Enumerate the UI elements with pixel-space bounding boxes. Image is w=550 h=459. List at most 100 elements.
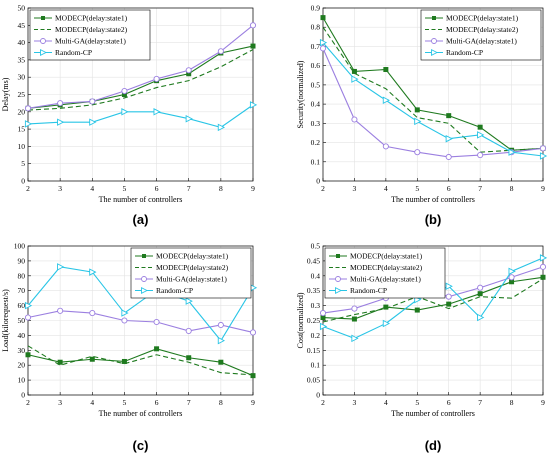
data-point bbox=[382, 143, 389, 150]
x-tick-label: 6 bbox=[155, 184, 159, 193]
data-point bbox=[539, 263, 547, 270]
data-point bbox=[446, 301, 452, 307]
x-tick-label: 3 bbox=[58, 184, 62, 193]
series-line-2 bbox=[322, 48, 544, 158]
y-tick-label: 35 bbox=[18, 55, 26, 64]
y-tick-label: 0.1 bbox=[311, 361, 321, 370]
chart-panel-c: 0 10 20 30 40 50 60 70 80 90 100 2 3 4 5 6 7 8 9 The number… bbox=[1, 242, 258, 453]
data-point bbox=[320, 315, 326, 321]
legend-label: MODECP(delay:state1) bbox=[350, 252, 423, 261]
chart-panel-d: 0 0.05 0.1 0.15 0.2 0.25 0.3 0.35 0.4 0.45 0.5 2 3 4 5… bbox=[296, 242, 548, 453]
data-point bbox=[351, 334, 359, 343]
legend-label: Multi-GA(delay:state1) bbox=[446, 37, 517, 46]
legend-marker bbox=[40, 48, 47, 57]
legend-label: MODECP(delay:state2) bbox=[55, 25, 128, 34]
data-point bbox=[24, 120, 33, 128]
chart-panel-b: 0 0.1 0.2 0.3 0.4 0.5 0.6 0.7 0.8 0.9 2 3 4 5 6 7 8 9 The … bbox=[296, 4, 548, 227]
data-point bbox=[153, 108, 161, 116]
data-point bbox=[414, 117, 422, 126]
data-point bbox=[249, 101, 258, 109]
y-tick-label: 50 bbox=[18, 316, 26, 325]
y-tick-label: 50 bbox=[18, 4, 26, 13]
data-point bbox=[382, 319, 391, 328]
data-point bbox=[508, 267, 516, 276]
data-point bbox=[217, 336, 226, 345]
legend-label: Multi-GA(delay:state1) bbox=[55, 37, 126, 46]
legend-marker bbox=[336, 254, 340, 258]
data-point bbox=[185, 327, 192, 334]
x-tick-label: 2 bbox=[321, 398, 325, 407]
data-point bbox=[57, 263, 65, 271]
x-tick-label: 3 bbox=[58, 398, 62, 407]
y-tick-label: 0.1 bbox=[311, 157, 321, 166]
data-point bbox=[508, 274, 515, 281]
plot-frame bbox=[322, 7, 544, 182]
y-axis-label: Load(kilorequest/s) bbox=[1, 289, 10, 352]
data-point bbox=[319, 309, 327, 317]
series-line-0 bbox=[27, 348, 254, 377]
data-point bbox=[121, 317, 128, 324]
legend-marker bbox=[141, 286, 148, 295]
data-point bbox=[57, 118, 65, 126]
series-line-0 bbox=[322, 17, 544, 151]
y-tick-label: 0 bbox=[316, 391, 320, 400]
data-point bbox=[414, 107, 420, 113]
series-line-0 bbox=[27, 45, 254, 109]
y-tick-label: 0 bbox=[21, 391, 25, 400]
data-point bbox=[445, 153, 452, 161]
x-tick-label: 9 bbox=[541, 184, 545, 193]
panel-label-c: (c) bbox=[133, 438, 149, 453]
y-tick-label: 0.3 bbox=[311, 301, 321, 310]
series-line-3 bbox=[27, 104, 254, 128]
data-point bbox=[319, 322, 328, 331]
data-point bbox=[509, 279, 515, 285]
data-point bbox=[121, 309, 129, 317]
data-point bbox=[89, 356, 95, 362]
data-point bbox=[382, 96, 391, 105]
y-tick-label: 0.7 bbox=[311, 42, 321, 51]
data-point bbox=[477, 284, 484, 291]
legend: MODECP(delay:state1) MODECP(delay:state2)… bbox=[29, 9, 151, 61]
data-point bbox=[539, 145, 547, 152]
legend-label: Random-CP bbox=[156, 286, 193, 295]
y-tick-label: 15 bbox=[18, 125, 26, 134]
data-point bbox=[351, 116, 358, 123]
y-tick-label: 0.4 bbox=[311, 100, 321, 109]
y-tick-label: 45 bbox=[18, 21, 26, 30]
y-tick-label: 100 bbox=[14, 242, 26, 251]
legend-marker bbox=[40, 38, 46, 44]
data-point bbox=[153, 318, 160, 326]
y-tick-label: 0.2 bbox=[311, 331, 321, 340]
data-point bbox=[446, 113, 452, 119]
data-point bbox=[445, 134, 453, 143]
legend-marker bbox=[432, 16, 436, 20]
data-point bbox=[319, 45, 327, 52]
x-tick-label: 6 bbox=[447, 398, 451, 407]
series-line-1 bbox=[322, 278, 544, 323]
plot-frame bbox=[322, 245, 544, 396]
y-axis-label: Cost(normalized) bbox=[296, 292, 305, 348]
y-axis-label: Delay(ms) bbox=[1, 77, 10, 111]
y-tick-label: 0.3 bbox=[311, 119, 321, 128]
x-tick-label: 4 bbox=[90, 184, 94, 193]
data-point bbox=[477, 291, 483, 297]
legend-label: MODECP(delay:state1) bbox=[55, 14, 128, 23]
legend-label: Random-CP bbox=[55, 48, 92, 57]
x-tick-label: 8 bbox=[510, 184, 514, 193]
data-point bbox=[477, 313, 485, 322]
x-tick-label: 5 bbox=[415, 184, 419, 193]
legend-marker bbox=[431, 38, 437, 44]
x-tick-label: 8 bbox=[219, 184, 223, 193]
legend: MODECP(delay:state1) MODECP(delay:state2)… bbox=[324, 247, 446, 299]
legend-marker bbox=[335, 286, 342, 295]
data-point bbox=[351, 75, 359, 83]
y-tick-label: 0.8 bbox=[311, 23, 321, 32]
x-tick-label: 2 bbox=[321, 184, 325, 193]
data-point bbox=[477, 131, 485, 139]
legend-label: MODECP(delay:state2) bbox=[156, 263, 229, 272]
data-point bbox=[121, 108, 129, 116]
x-tick-label: 9 bbox=[251, 184, 255, 193]
data-point bbox=[508, 148, 516, 156]
data-point bbox=[445, 293, 452, 300]
